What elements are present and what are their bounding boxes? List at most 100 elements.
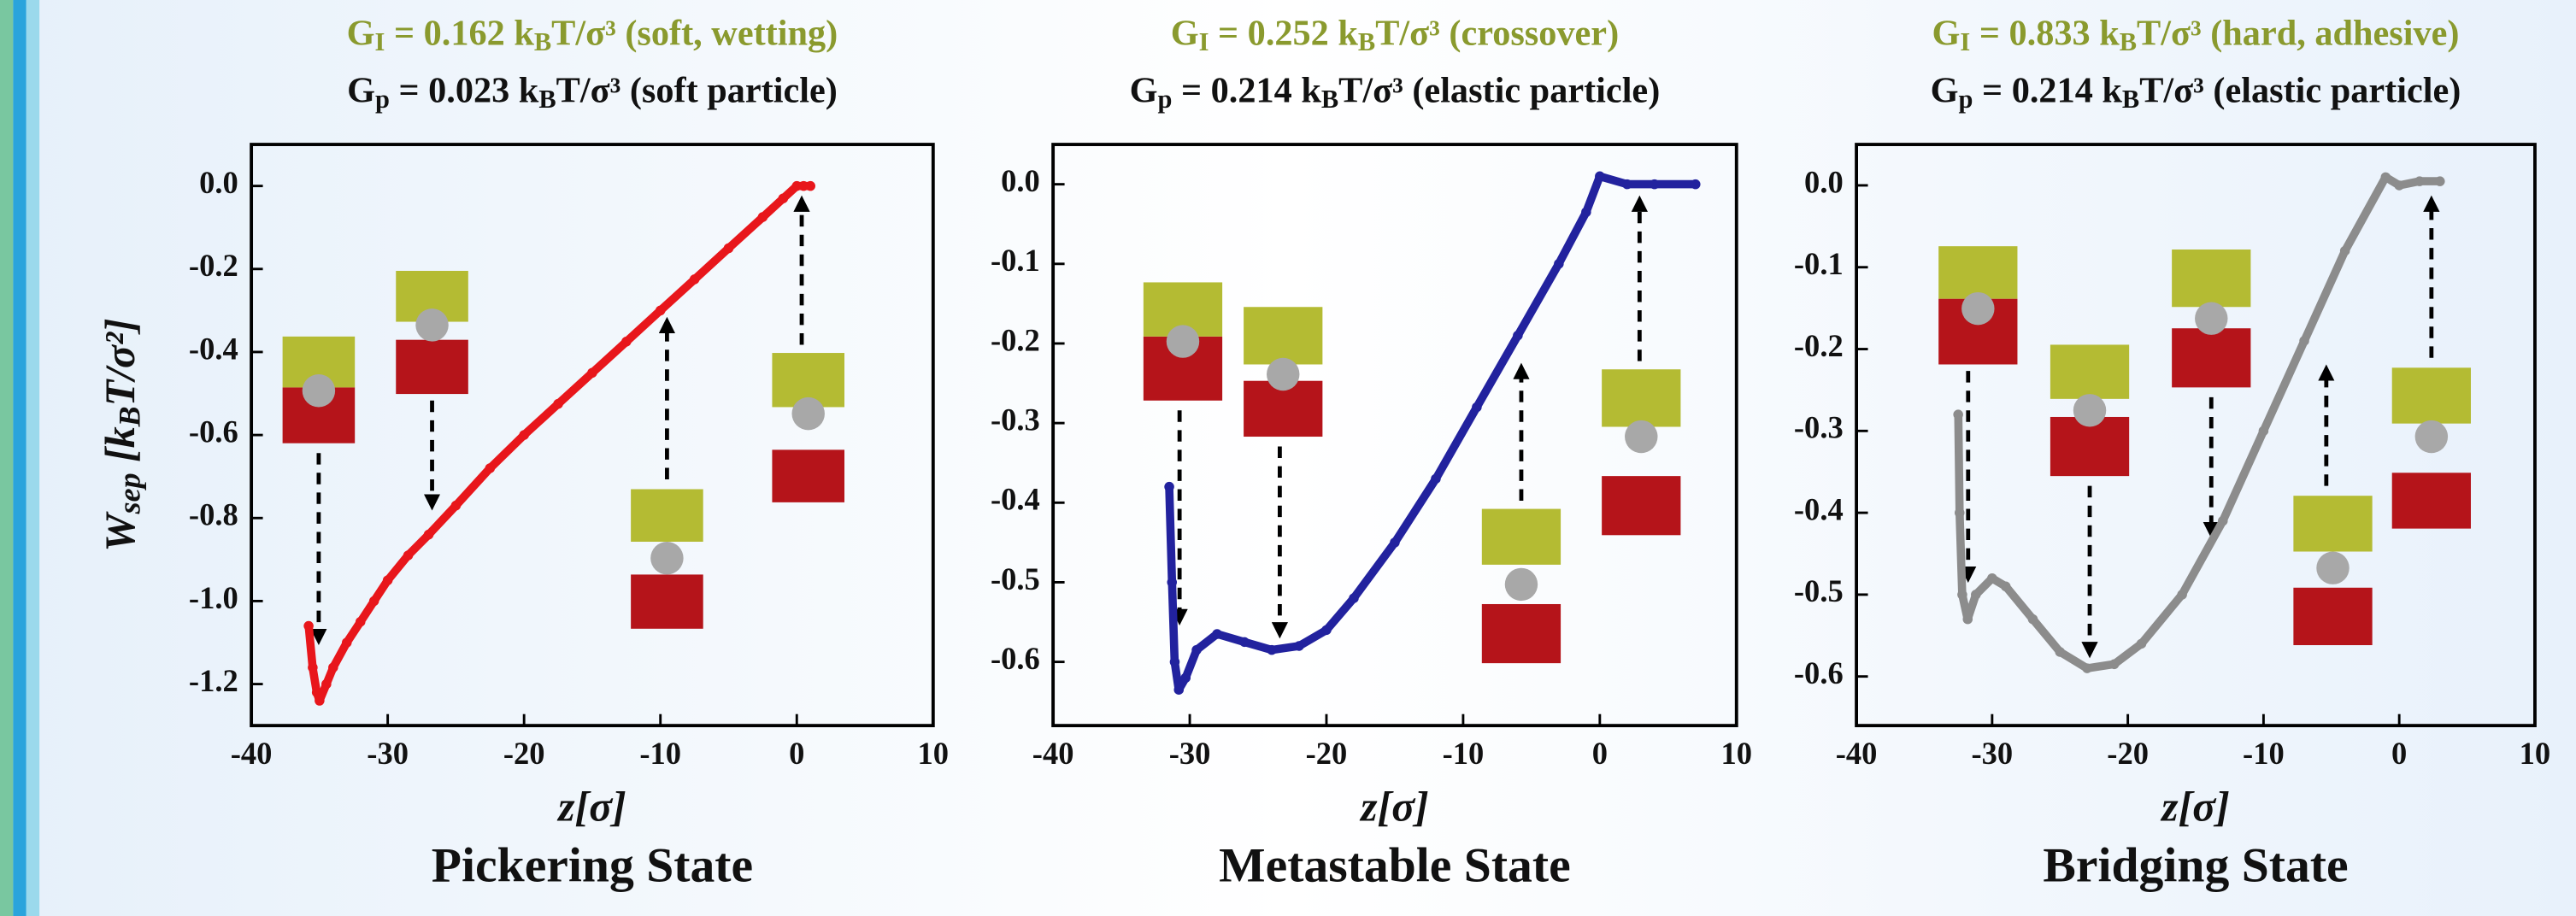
y-tick-label: 0.0	[1804, 164, 1844, 199]
data-line	[1165, 172, 1700, 695]
y-tick-label: -1.0	[189, 580, 238, 615]
data-point	[2136, 638, 2147, 649]
y-tick-label: -0.6	[1794, 655, 1844, 690]
side-stripe	[26, 0, 40, 916]
data-point	[1390, 537, 1400, 548]
data-point	[1513, 330, 1523, 341]
inset-substrate	[2293, 587, 2373, 646]
state-label: Bridging State	[2043, 838, 2348, 892]
inset-particle	[1267, 357, 1300, 391]
data-point	[1987, 572, 1997, 584]
data-point	[1581, 207, 1591, 218]
data-point	[2027, 614, 2038, 625]
chart: GI​ = 0.833 kB​T/σ³ (hard, adhesive) Gp​ …	[1794, 13, 2550, 892]
plot-frame	[1855, 143, 2537, 728]
data-point	[2082, 663, 2092, 673]
y-tick-label: 0.0	[199, 165, 238, 200]
data-point	[1321, 625, 1332, 636]
data-point	[1472, 402, 1482, 413]
inset-particle	[791, 396, 825, 431]
y-tick-label: -0.3	[991, 402, 1040, 437]
inset-particle	[1504, 567, 1538, 602]
x-axis-label: z[σ]	[1359, 783, 1429, 831]
data-point	[2258, 426, 2269, 437]
x-axis-label: z[σ]	[556, 783, 626, 831]
x-tick-label: 10	[1721, 736, 1753, 771]
x-tick-label: -30	[1169, 736, 1211, 771]
data-point	[519, 430, 529, 440]
data-point	[757, 212, 768, 222]
inset-substrate	[396, 339, 468, 395]
inset-top-plate	[1938, 246, 2018, 299]
data-point	[1349, 593, 1359, 603]
x-tick-label: 10	[2520, 736, 2551, 771]
inset-particle	[302, 374, 336, 408]
data-point	[798, 180, 809, 191]
x-tick-label: -40	[1836, 736, 1878, 771]
inset-particle	[1961, 291, 1995, 326]
x-axis-label: z[σ]	[2160, 783, 2230, 831]
inset-particle	[2195, 302, 2228, 335]
y-tick-label: -0.8	[189, 497, 238, 532]
inset-top-plate	[1602, 369, 1681, 427]
data-point	[311, 687, 322, 698]
inset-particle	[2316, 551, 2350, 584]
y-tick-label: -0.4	[991, 482, 1040, 517]
data-point	[2055, 647, 2066, 657]
y-tick-label: -0.5	[1794, 573, 1844, 608]
inset-top-plate	[1244, 307, 1323, 365]
x-tick-label: -10	[1443, 736, 1485, 771]
data-point	[1962, 614, 1973, 625]
data-point	[1167, 577, 1178, 588]
data-point	[403, 550, 414, 561]
data-point	[655, 305, 666, 316]
data-point	[1554, 259, 1564, 269]
data-point	[2177, 590, 2187, 600]
data-point	[2380, 172, 2391, 183]
data-point	[1953, 409, 1963, 420]
y-tick-label: 0.0	[1001, 163, 1040, 198]
side-stripe	[0, 0, 14, 916]
data-point	[303, 620, 314, 631]
inset-substrate	[1602, 476, 1681, 536]
x-tick-label: -40	[231, 736, 273, 771]
y-tick-label: -1.2	[189, 663, 238, 698]
data-point	[1212, 629, 1222, 639]
data-point	[1169, 656, 1180, 667]
x-tick-label: -10	[2243, 736, 2285, 771]
data-point	[308, 662, 318, 672]
data-point	[1164, 481, 1174, 492]
y-tick-label: -0.3	[1794, 410, 1844, 445]
y-tick-label: -0.1	[991, 243, 1040, 278]
data-point	[423, 529, 434, 540]
data-point	[805, 180, 815, 191]
data-point	[2218, 515, 2228, 526]
inset-top-plate	[1481, 508, 1561, 565]
x-tick-label: -10	[639, 736, 681, 771]
chart: GI​ = 0.252 kB​T/σ³ (crossover) Gp​ = 0.2…	[991, 13, 1752, 892]
chart: GI​ = 0.162 kB​T/σ³ (soft, wetting) Gp​ =…	[97, 13, 950, 892]
inset-substrate	[631, 574, 703, 629]
data-point	[1622, 179, 1632, 190]
y-tick-label: -0.4	[189, 331, 238, 366]
x-tick-label: -20	[503, 736, 545, 771]
inset-top-plate	[2172, 250, 2251, 308]
inset-top-plate	[2050, 344, 2130, 399]
data-point	[2394, 180, 2404, 191]
data-point	[450, 500, 462, 511]
x-tick-label: 0	[1592, 736, 1608, 771]
data-point	[723, 243, 734, 254]
x-tick-label: -20	[1306, 736, 1348, 771]
data-point	[1180, 672, 1191, 684]
inset-particle	[650, 541, 684, 575]
x-tick-label: 0	[2391, 736, 2407, 771]
inset-substrate	[2391, 473, 2471, 529]
data-point	[321, 678, 332, 690]
data-point	[2299, 336, 2309, 346]
chart-subtitle: Gp​ = 0.023 kB​T/σ³ (soft particle)	[347, 70, 838, 114]
data-point	[1239, 637, 1250, 648]
data-point	[791, 180, 803, 191]
state-label: Metastable State	[1219, 838, 1570, 892]
state-label: Pickering State	[432, 838, 753, 892]
